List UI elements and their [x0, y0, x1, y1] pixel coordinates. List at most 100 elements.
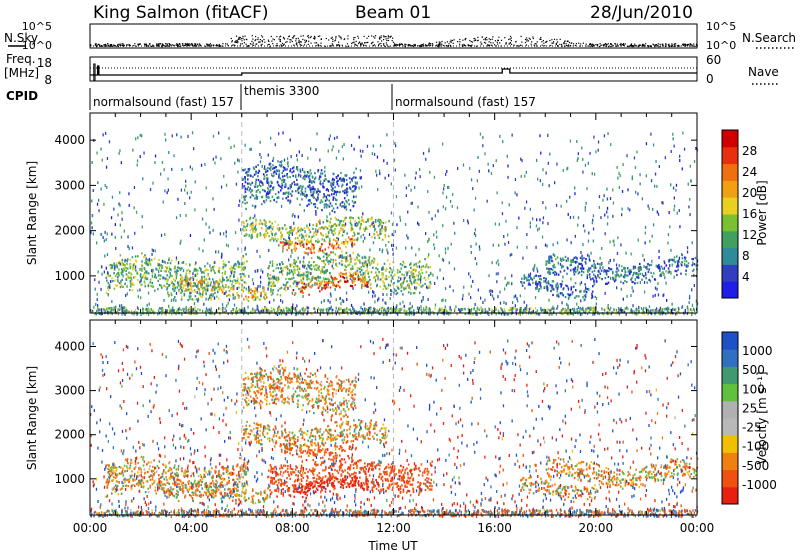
heatmap-cell: [349, 275, 352, 278]
heatmap-cell: [121, 269, 123, 273]
heatmap-cell: [268, 248, 270, 252]
noise-point: [358, 42, 360, 45]
heatmap-cell: [683, 260, 686, 263]
heatmap-cell: [312, 185, 314, 188]
heatmap-cell: [347, 236, 350, 239]
heatmap-cell: [678, 209, 680, 213]
heatmap-cell: [300, 273, 302, 277]
heatmap-cell: [306, 174, 308, 177]
heatmap-cell: [405, 285, 408, 288]
heatmap-cell: [258, 222, 261, 225]
heatmap-cell: [323, 266, 325, 269]
heatmap-cell: [286, 281, 289, 284]
heatmap-cell: [308, 261, 310, 264]
heatmap-cell: [281, 234, 283, 237]
heatmap-cell: [371, 235, 373, 239]
heatmap-cell: [597, 148, 599, 152]
heatmap-cell: [641, 197, 643, 201]
heatmap-cell: [303, 209, 305, 212]
heatmap-cell: [577, 152, 579, 156]
noise-point: [534, 43, 536, 45]
heatmap-cell: [646, 265, 648, 268]
heatmap-cell: [246, 188, 248, 191]
heatmap-cell: [291, 242, 293, 245]
noise-point: [425, 44, 427, 46]
heatmap-cell: [539, 282, 542, 285]
heatmap-cell: [317, 169, 320, 172]
heatmap-cell: [657, 266, 660, 270]
heatmap-cell: [574, 192, 576, 196]
heatmap-cell: [182, 260, 185, 264]
heatmap-cell: [276, 196, 278, 200]
heatmap-cell: [176, 133, 178, 137]
heatmap-cell: [304, 230, 306, 234]
heatmap-cell: [219, 278, 221, 281]
heatmap-cell: [174, 296, 176, 299]
heatmap-cell: [322, 277, 325, 280]
heatmap-cell: [326, 258, 328, 261]
heatmap-cell: [121, 211, 123, 215]
heatmap-cell: [113, 287, 116, 290]
heatmap-cell: [689, 213, 691, 217]
heatmap-cell: [305, 233, 308, 236]
heatmap-cell: [676, 255, 678, 258]
heatmap-cell: [288, 310, 290, 314]
heatmap-cell: [264, 190, 266, 193]
heatmap-cell: [346, 280, 349, 283]
heatmap-cell: [201, 287, 204, 290]
noise-point: [559, 38, 561, 40]
noise-point: [244, 35, 246, 37]
noise-point: [546, 40, 548, 42]
heatmap-cell: [581, 266, 584, 270]
heatmap-cell: [332, 267, 335, 270]
heatmap-cell: [168, 257, 170, 260]
heatmap-cell: [265, 177, 268, 180]
heatmap-cell: [232, 286, 235, 289]
heatmap-cell: [167, 295, 170, 298]
heatmap-cell: [150, 284, 152, 288]
heatmap-cell: [523, 277, 526, 280]
noise-point: [509, 35, 512, 37]
heatmap-cell: [365, 263, 368, 266]
heatmap-cell: [233, 271, 236, 274]
heatmap-cell: [183, 293, 186, 296]
heatmap-cell: [306, 204, 308, 207]
heatmap-cell: [607, 303, 609, 307]
heatmap-cell: [309, 189, 312, 192]
noise-point: [347, 35, 349, 37]
heatmap-cell: [163, 276, 165, 279]
heatmap-cell: [299, 184, 302, 188]
heatmap-cell: [673, 208, 675, 212]
heatmap-cell: [362, 220, 365, 223]
heatmap-cell: [277, 278, 280, 281]
heatmap-cell: [604, 213, 606, 217]
heatmap-cell: [321, 308, 323, 312]
heatmap-cell: [258, 170, 261, 173]
heatmap-cell: [105, 165, 108, 169]
heatmap-cell: [98, 198, 100, 202]
noise-point: [273, 39, 275, 41]
heatmap-cell: [556, 290, 559, 293]
heatmap-cell: [254, 230, 256, 234]
heatmap-cell: [678, 256, 681, 260]
heatmap-cell: [236, 287, 238, 291]
heatmap-cell: [576, 159, 578, 163]
heatmap-cell: [214, 285, 216, 288]
heatmap-cell: [644, 225, 647, 229]
heatmap-cell: [567, 286, 569, 289]
heatmap-cell: [552, 271, 554, 274]
heatmap-cell: [254, 225, 257, 229]
heatmap-cell: [277, 196, 280, 199]
noise-point: [390, 35, 392, 37]
heatmap-cell: [477, 155, 479, 159]
heatmap-cell: [379, 219, 382, 222]
heatmap-cell: [245, 229, 248, 232]
heatmap-cell: [408, 286, 410, 289]
heatmap-cell: [508, 203, 510, 207]
noise-point: [533, 44, 535, 46]
heatmap-cell: [342, 224, 345, 227]
heatmap-cell: [570, 286, 573, 289]
heatmap-cell: [548, 184, 550, 188]
heatmap-cell: [617, 274, 619, 277]
heatmap-cell: [422, 265, 424, 268]
